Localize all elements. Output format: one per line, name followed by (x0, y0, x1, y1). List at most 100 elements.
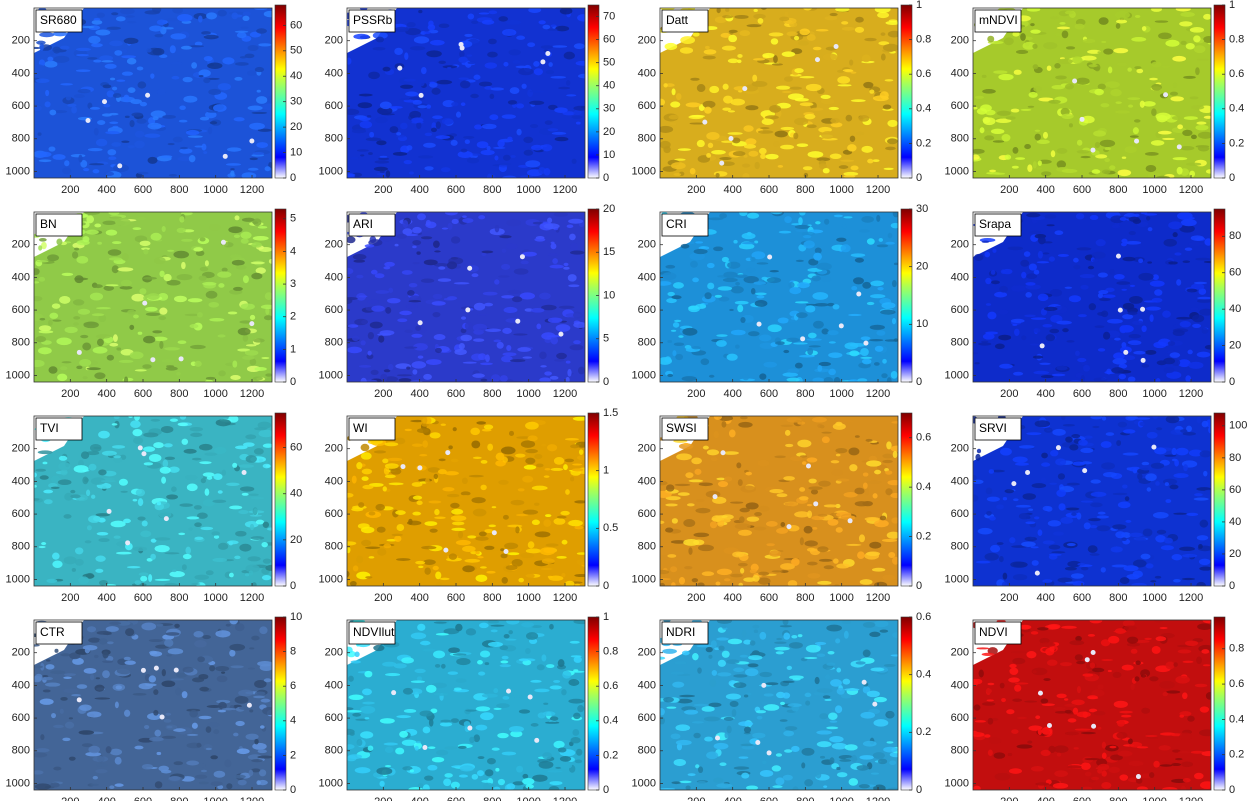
leaf (824, 565, 834, 569)
leaf (1166, 661, 1175, 669)
leaf (882, 359, 887, 364)
leaf (210, 755, 218, 759)
leaf (199, 687, 209, 692)
leaf (1032, 668, 1048, 676)
leaf (562, 540, 568, 545)
leaf (730, 574, 743, 578)
leaf (721, 625, 726, 628)
leaf (1077, 563, 1085, 566)
leaf (747, 517, 760, 522)
leaf (161, 426, 173, 433)
leaf (674, 173, 682, 176)
leaf (1063, 424, 1075, 427)
leaf (418, 155, 433, 158)
leaf (1179, 733, 1192, 741)
flower (848, 518, 853, 523)
leaf (165, 724, 177, 729)
leaf (706, 751, 718, 759)
leaf (94, 655, 98, 658)
leaf (139, 288, 146, 294)
leaf (477, 141, 489, 148)
leaf (858, 115, 869, 122)
leaf (385, 442, 399, 446)
leaf (1072, 461, 1085, 465)
leaf (256, 28, 267, 33)
leaf (539, 352, 546, 360)
leaf (836, 564, 849, 569)
leaf (235, 531, 246, 537)
leaf (794, 36, 799, 41)
leaf (821, 131, 835, 139)
leaf (740, 416, 748, 419)
leaf (451, 515, 466, 521)
x-tick-label: 1200 (866, 388, 890, 400)
leaf (882, 454, 893, 459)
leaf (565, 489, 570, 495)
leaf (94, 18, 101, 20)
leaf (704, 717, 720, 722)
leaf (717, 569, 732, 575)
leaf (861, 216, 874, 223)
leaf (96, 764, 108, 767)
leaf (60, 46, 70, 50)
colorbar-tick-label: 0.6 (603, 680, 618, 692)
leaf (729, 309, 733, 311)
leaf (733, 668, 744, 673)
leaf (801, 762, 805, 768)
x-tick-label: 400 (410, 592, 428, 604)
leaf (831, 460, 840, 463)
leaf (753, 281, 766, 284)
leaf (365, 547, 380, 549)
leaf (241, 303, 255, 309)
leaf (178, 423, 188, 426)
leaf (1055, 458, 1066, 465)
leaf (45, 90, 49, 96)
leaf (541, 444, 546, 447)
leaf (1128, 761, 1143, 767)
leaf (674, 342, 685, 346)
leaf (158, 766, 169, 772)
leaf (670, 566, 677, 572)
leaf (703, 56, 716, 60)
leaf (747, 213, 759, 219)
leaf (1188, 242, 1203, 246)
leaf (824, 699, 831, 701)
leaf (40, 734, 44, 740)
leaf (690, 78, 699, 81)
leaf (32, 472, 37, 477)
leaf (1038, 294, 1049, 302)
leaf (1029, 92, 1038, 98)
leaf (1016, 50, 1028, 54)
leaf (983, 117, 995, 125)
leaf (860, 357, 872, 359)
leaf (667, 374, 673, 377)
leaf (974, 704, 981, 710)
leaf (1073, 258, 1079, 263)
leaf (435, 664, 440, 668)
leaf (816, 29, 829, 31)
leaf (746, 267, 756, 272)
leaf (1146, 563, 1154, 568)
leaf (860, 579, 873, 585)
leaf (413, 100, 422, 105)
leaf (98, 538, 109, 542)
leaf (1028, 106, 1035, 108)
leaf (148, 123, 162, 130)
leaf (486, 571, 495, 574)
leaf (561, 573, 565, 577)
leaf (806, 645, 821, 653)
leaf (1043, 506, 1051, 511)
leaf (134, 141, 145, 149)
leaf (1051, 150, 1056, 157)
leaf (570, 250, 584, 254)
leaf (130, 352, 144, 360)
leaf (222, 268, 228, 272)
leaf (503, 515, 509, 520)
leaf (406, 304, 418, 309)
leaf (127, 58, 136, 65)
colorbar-tick-label: 10 (290, 146, 302, 158)
leaf (1197, 59, 1209, 61)
flower (767, 750, 772, 755)
leaf (1016, 505, 1031, 508)
leaf (124, 376, 128, 384)
